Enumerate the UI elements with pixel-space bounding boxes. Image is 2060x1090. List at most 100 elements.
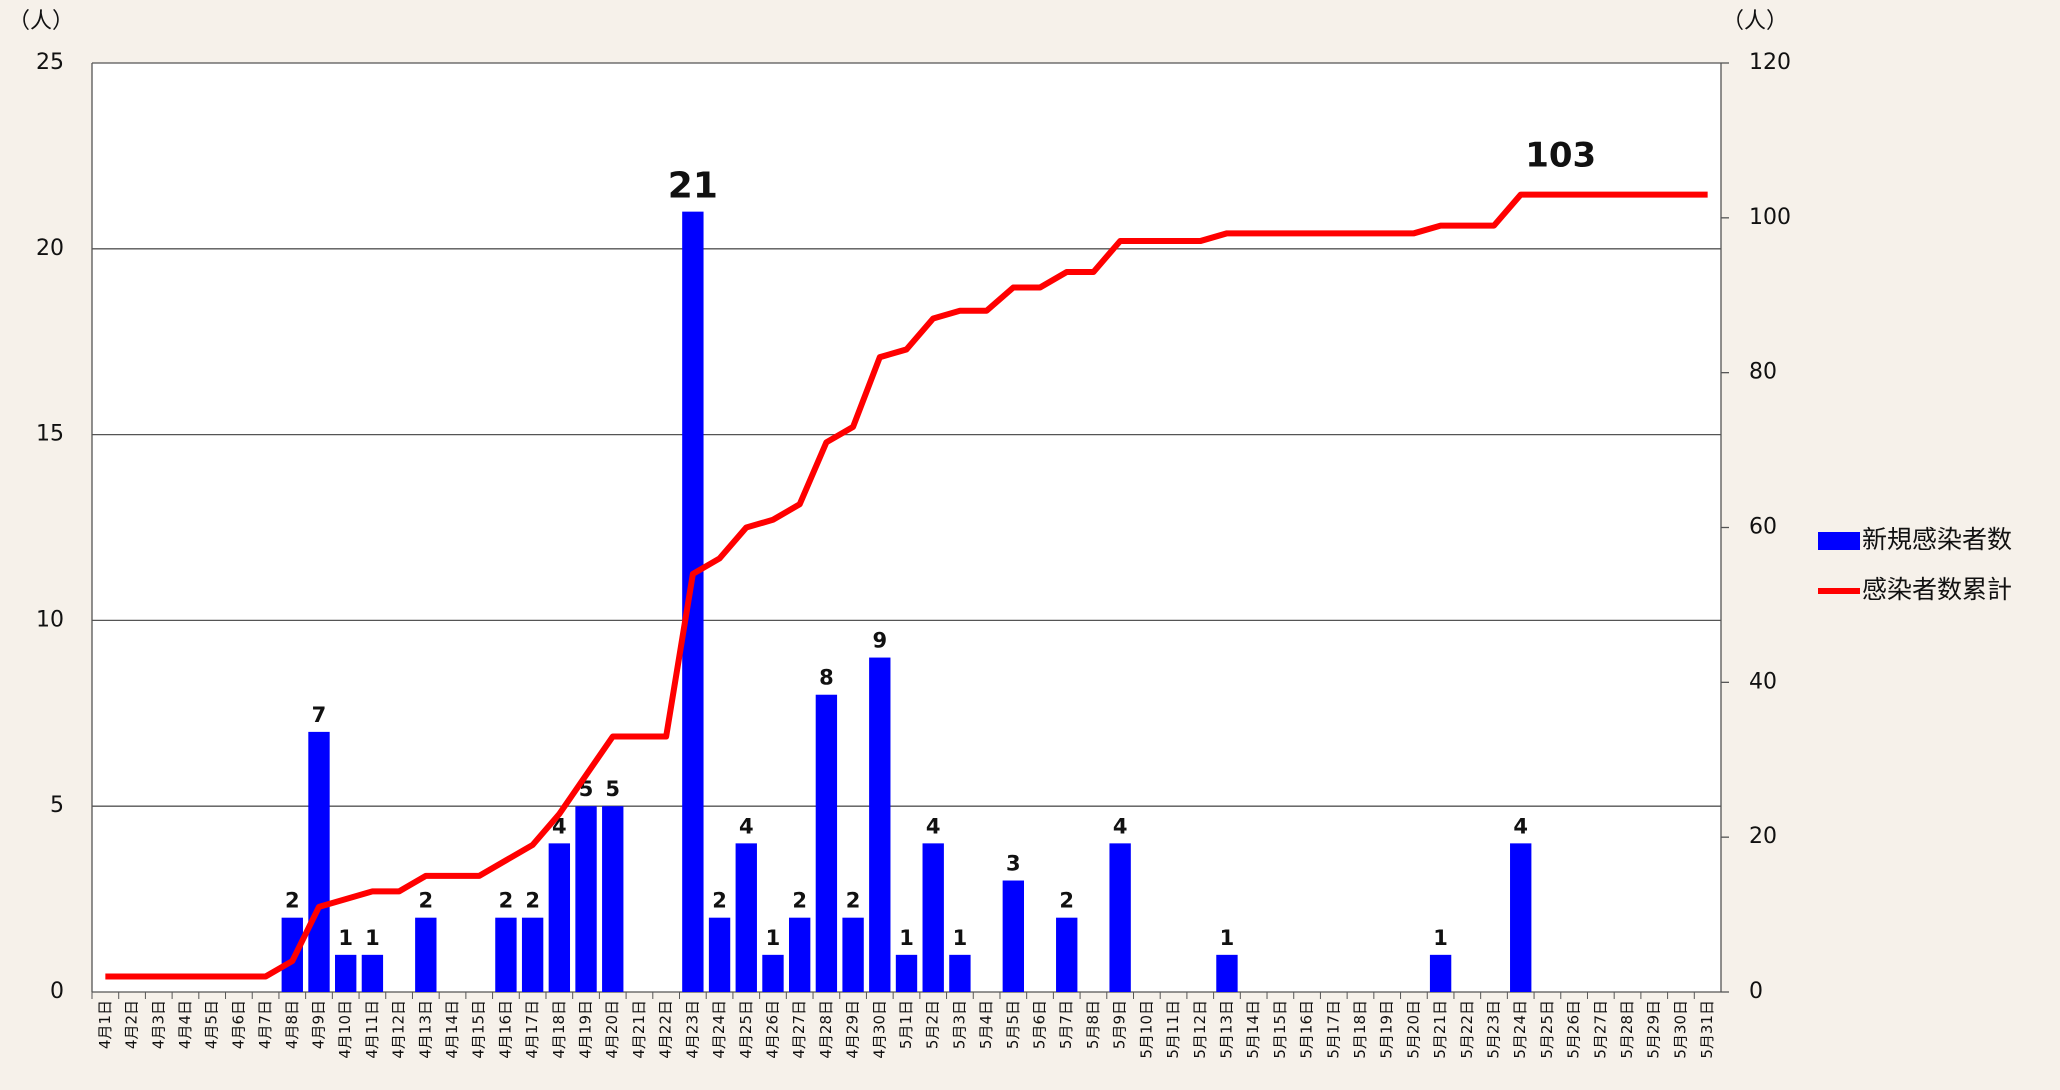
x-tick-label: 5月29日 [1645,1000,1663,1059]
data-label: 4 [1513,814,1528,838]
data-label: 2 [525,889,540,913]
x-tick-label: 4月16日 [496,1000,514,1059]
x-tick-label: 5月23日 [1485,1000,1503,1059]
x-tick-label: 4月7日 [256,1000,274,1049]
x-tick-label: 4月23日 [683,1000,701,1059]
y2-tick-label: 120 [1749,50,1791,75]
data-label: 2 [792,889,807,913]
legend-swatch [1818,532,1860,550]
x-tick-label: 4月5日 [203,1000,221,1049]
x-tick-label: 5月19日 [1378,1000,1396,1059]
data-label: 5 [605,777,620,801]
data-label: 2 [712,889,727,913]
bar [1510,843,1531,992]
x-tick-label: 4月29日 [844,1000,862,1059]
y2-tick-label: 100 [1749,205,1791,230]
x-tick-label: 5月25日 [1538,1000,1556,1059]
x-tick-label: 5月21日 [1431,1000,1449,1059]
y2-tick-label: 60 [1749,515,1777,540]
x-tick-label: 4月18日 [550,1000,568,1059]
bar [495,918,516,992]
x-tick-label: 4月11日 [363,1000,381,1059]
x-tick-label: 5月22日 [1458,1000,1476,1059]
x-tick-label: 4月19日 [577,1000,595,1059]
bar [709,918,730,992]
x-tick-label: 4月8日 [283,1000,301,1049]
x-tick-label: 5月26日 [1565,1000,1583,1059]
data-label: 4 [1113,814,1128,838]
x-tick-label: 5月3日 [950,1000,968,1049]
x-tick-label: 5月12日 [1191,1000,1209,1059]
x-tick-label: 5月5日 [1004,1000,1022,1049]
bar [762,955,783,992]
y-tick-label: 25 [36,50,64,75]
bar [1003,881,1024,992]
x-tick-label: 4月20日 [603,1000,621,1059]
data-label: 1 [338,926,353,950]
x-tick-label: 5月1日 [897,1000,915,1049]
data-label: 8 [819,666,834,690]
data-label: 9 [872,629,887,653]
x-tick-label: 5月30日 [1671,1000,1689,1059]
bar [1056,918,1077,992]
y-tick-label: 15 [36,422,64,447]
data-label: 1 [1220,926,1235,950]
data-label: 7 [312,703,327,727]
y-axis-label: （人） [8,9,74,34]
bar [522,918,543,992]
data-label: 103 [1525,136,1596,176]
x-tick-label: 4月25日 [737,1000,755,1059]
x-tick-label: 4月21日 [630,1000,648,1059]
x-tick-label: 4月26日 [763,1000,781,1059]
data-label: 4 [926,814,941,838]
x-tick-label: 4月9日 [309,1000,327,1049]
bar [549,843,570,992]
bar [816,695,837,992]
x-tick-label: 4月1日 [96,1000,114,1049]
x-tick-label: 5月7日 [1057,1000,1075,1049]
x-tick-label: 5月9日 [1111,1000,1129,1049]
data-label: 1 [766,926,781,950]
x-tick-label: 5月18日 [1351,1000,1369,1059]
bar [869,658,890,992]
x-tick-label: 4月12日 [390,1000,408,1059]
x-tick-label: 4月10日 [336,1000,354,1059]
bar [949,955,970,992]
bar [335,955,356,992]
data-label: 2 [285,889,300,913]
y-tick-label: 20 [36,236,64,261]
y2-tick-label: 20 [1749,824,1777,849]
x-tick-label: 4月13日 [416,1000,434,1059]
y-tick-label: 5 [50,793,64,818]
x-tick-label: 4月15日 [470,1000,488,1059]
x-tick-label: 5月6日 [1031,1000,1049,1049]
data-label: 3 [1006,852,1021,876]
x-tick-label: 5月13日 [1217,1000,1235,1059]
bar [575,806,596,992]
x-tick-label: 4月3日 [149,1000,167,1049]
legend-label: 感染者数累計 [1862,575,2012,604]
bar [1430,955,1451,992]
bar [923,843,944,992]
x-tick-label: 5月24日 [1511,1000,1529,1059]
x-tick-label: 4月4日 [176,1000,194,1049]
x-tick-label: 5月16日 [1298,1000,1316,1059]
y2-tick-label: 40 [1749,669,1777,694]
bar [842,918,863,992]
bar [736,843,757,992]
x-tick-label: 4月27日 [790,1000,808,1059]
x-tick-label: 4月24日 [710,1000,728,1059]
y2-tick-label: 80 [1749,360,1777,385]
x-tick-label: 4月28日 [817,1000,835,1059]
x-tick-label: 5月4日 [977,1000,995,1049]
x-tick-label: 4月22日 [657,1000,675,1059]
bar [362,955,383,992]
bar [602,806,623,992]
bar [1216,955,1237,992]
x-tick-label: 4月6日 [229,1000,247,1049]
x-tick-label: 4月14日 [443,1000,461,1059]
x-tick-label: 4月30日 [870,1000,888,1059]
x-tick-label: 5月11日 [1164,1000,1182,1059]
x-tick-label: 5月8日 [1084,1000,1102,1049]
y2-tick-label: 0 [1749,979,1763,1004]
